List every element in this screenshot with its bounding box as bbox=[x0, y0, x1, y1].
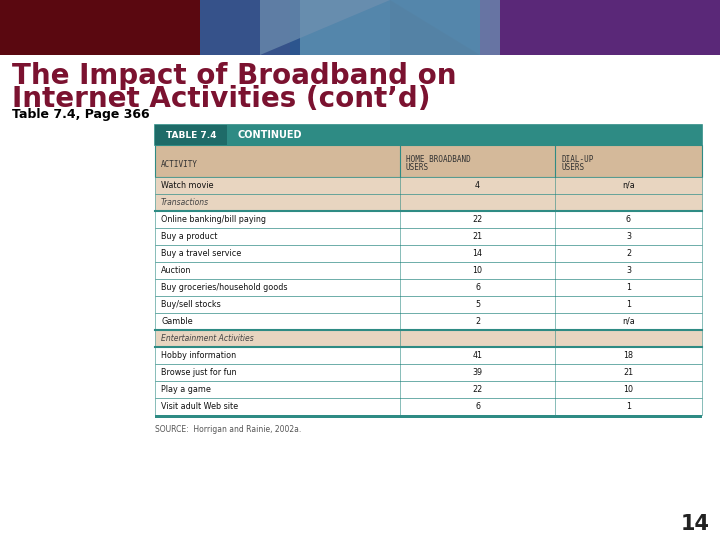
Text: Visit adult Web site: Visit adult Web site bbox=[161, 402, 238, 411]
Text: Auction: Auction bbox=[161, 266, 192, 275]
Text: 5: 5 bbox=[475, 300, 480, 309]
Text: 1: 1 bbox=[626, 300, 631, 309]
Bar bbox=[155, 245, 702, 262]
Text: Buy/sell stocks: Buy/sell stocks bbox=[161, 300, 221, 309]
Text: Browse just for fun: Browse just for fun bbox=[161, 368, 236, 377]
Polygon shape bbox=[390, 0, 480, 55]
Text: 4: 4 bbox=[475, 181, 480, 190]
Text: Buy a product: Buy a product bbox=[161, 232, 217, 241]
Text: 10: 10 bbox=[472, 266, 482, 275]
Bar bbox=[155, 381, 702, 398]
Text: 6: 6 bbox=[475, 283, 480, 292]
Bar bbox=[155, 228, 702, 245]
Text: 14: 14 bbox=[472, 249, 482, 258]
Bar bbox=[0, 0, 290, 55]
Text: Gamble: Gamble bbox=[161, 317, 193, 326]
Bar bbox=[155, 415, 702, 418]
Text: 2: 2 bbox=[475, 317, 480, 326]
Bar bbox=[480, 0, 720, 55]
Bar bbox=[155, 125, 227, 145]
Bar bbox=[155, 145, 702, 177]
Bar bbox=[155, 347, 702, 364]
Text: n/a: n/a bbox=[622, 317, 635, 326]
Text: CONTINUED: CONTINUED bbox=[237, 130, 302, 140]
Text: DIAL-UP: DIAL-UP bbox=[561, 154, 593, 164]
Text: Internet Activities (cont’d): Internet Activities (cont’d) bbox=[12, 85, 431, 113]
Text: 6: 6 bbox=[475, 402, 480, 411]
Text: USERS: USERS bbox=[406, 163, 429, 172]
Bar bbox=[155, 296, 702, 313]
Text: The Impact of Broadband on: The Impact of Broadband on bbox=[12, 62, 456, 90]
Text: 21: 21 bbox=[624, 368, 634, 377]
Text: 21: 21 bbox=[472, 232, 482, 241]
Bar bbox=[155, 330, 702, 347]
Bar bbox=[155, 398, 702, 415]
Text: Buy a travel service: Buy a travel service bbox=[161, 249, 241, 258]
Text: 22: 22 bbox=[472, 215, 482, 224]
Text: 3: 3 bbox=[626, 232, 631, 241]
Bar bbox=[155, 262, 702, 279]
Polygon shape bbox=[260, 0, 390, 55]
Text: 10: 10 bbox=[624, 385, 634, 394]
Bar bbox=[200, 0, 500, 55]
Text: USERS: USERS bbox=[561, 163, 584, 172]
Bar bbox=[155, 177, 702, 194]
Text: 14: 14 bbox=[681, 514, 710, 534]
Text: Entertainment Activities: Entertainment Activities bbox=[161, 334, 253, 343]
Text: Hobby information: Hobby information bbox=[161, 351, 236, 360]
Bar bbox=[155, 279, 702, 296]
Text: 3: 3 bbox=[626, 266, 631, 275]
Text: 39: 39 bbox=[472, 368, 482, 377]
Text: n/a: n/a bbox=[622, 181, 635, 190]
Text: 2: 2 bbox=[626, 249, 631, 258]
Text: TABLE 7.4: TABLE 7.4 bbox=[166, 131, 216, 139]
Bar bbox=[155, 125, 702, 145]
Text: 1: 1 bbox=[626, 283, 631, 292]
Text: 18: 18 bbox=[624, 351, 634, 360]
Text: Watch movie: Watch movie bbox=[161, 181, 214, 190]
Text: 41: 41 bbox=[472, 351, 482, 360]
Bar bbox=[0, 0, 720, 55]
Text: Transactions: Transactions bbox=[161, 198, 209, 207]
Bar bbox=[155, 313, 702, 330]
Text: Table 7.4, Page 366: Table 7.4, Page 366 bbox=[12, 108, 150, 121]
Bar bbox=[155, 364, 702, 381]
Text: Play a game: Play a game bbox=[161, 385, 211, 394]
Text: 6: 6 bbox=[626, 215, 631, 224]
Text: 1: 1 bbox=[626, 402, 631, 411]
Text: HOME BROADBAND: HOME BROADBAND bbox=[406, 154, 471, 164]
Bar bbox=[155, 211, 702, 228]
Bar bbox=[155, 194, 702, 211]
Text: SOURCE:  Horrigan and Rainie, 2002a.: SOURCE: Horrigan and Rainie, 2002a. bbox=[155, 425, 301, 434]
Text: 22: 22 bbox=[472, 385, 482, 394]
Text: Online banking/bill paying: Online banking/bill paying bbox=[161, 215, 266, 224]
Text: ACTIVITY: ACTIVITY bbox=[161, 160, 198, 169]
Text: Buy groceries/household goods: Buy groceries/household goods bbox=[161, 283, 287, 292]
Bar bbox=[300, 0, 500, 55]
